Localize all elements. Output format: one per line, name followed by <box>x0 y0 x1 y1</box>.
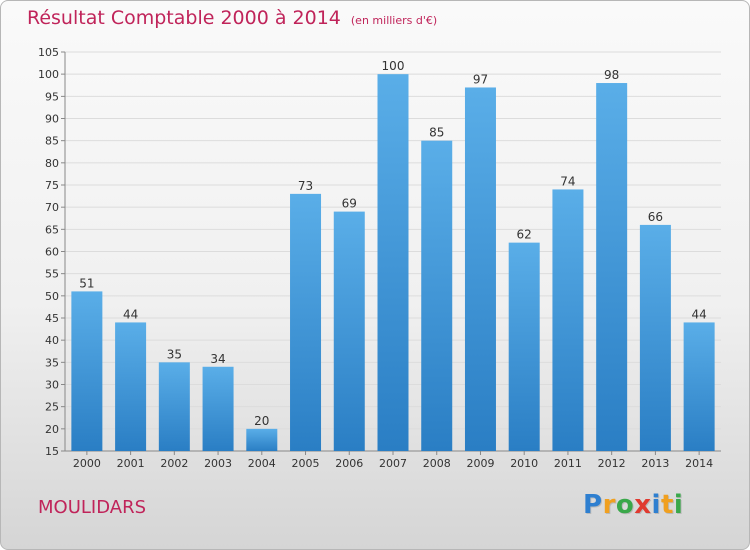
x-tick-label: 2001 <box>117 457 145 470</box>
bar <box>639 224 671 451</box>
data-label: 100 <box>382 59 405 73</box>
bar <box>202 366 234 451</box>
bar <box>464 87 496 451</box>
y-tick-label: 20 <box>45 423 59 436</box>
data-label: 85 <box>429 126 444 140</box>
y-tick-label: 90 <box>45 113 59 126</box>
y-tick-label: 50 <box>45 290 59 303</box>
bar <box>596 83 628 452</box>
y-tick-label: 60 <box>45 246 59 259</box>
y-tick-label: 95 <box>45 90 59 103</box>
commune-name: MOULIDARS <box>38 497 146 518</box>
x-tick-label: 2010 <box>510 457 538 470</box>
bar <box>290 193 322 451</box>
data-label: 20 <box>254 414 269 428</box>
x-tick-label: 2014 <box>685 457 713 470</box>
y-tick-label: 65 <box>45 223 59 236</box>
data-label: 97 <box>473 72 488 86</box>
x-tick-label: 2009 <box>466 457 494 470</box>
x-tick-label: 2002 <box>160 457 188 470</box>
y-tick-label: 35 <box>45 356 59 369</box>
data-label: 73 <box>298 179 313 193</box>
bar <box>115 322 147 451</box>
y-tick-label: 100 <box>38 68 59 81</box>
data-label: 34 <box>210 352 225 366</box>
bar <box>683 322 715 451</box>
bar <box>508 242 540 451</box>
x-tick-label: 2013 <box>641 457 669 470</box>
bar <box>158 362 190 451</box>
bar <box>421 140 453 451</box>
data-label: 69 <box>342 197 357 211</box>
data-label: 35 <box>167 347 182 361</box>
x-tick-label: 2003 <box>204 457 232 470</box>
chart-subtitle: (en milliers d'€) <box>350 14 438 27</box>
x-tick-label: 2008 <box>423 457 451 470</box>
data-label: 74 <box>560 174 575 188</box>
y-tick-label: 40 <box>45 334 59 347</box>
y-tick-label: 55 <box>45 268 59 281</box>
bar <box>71 291 103 451</box>
y-tick-label: 105 <box>38 46 59 59</box>
bar <box>333 211 365 451</box>
x-tick-label: 2000 <box>73 457 101 470</box>
bar <box>552 189 584 451</box>
data-label: 62 <box>517 228 532 242</box>
x-tick-label: 2005 <box>292 457 320 470</box>
data-label: 98 <box>604 68 619 82</box>
data-label: 66 <box>648 210 663 224</box>
title-row: Résultat Comptable 2000 à 2014 (en millie… <box>27 7 437 29</box>
x-tick-label: 2011 <box>554 457 582 470</box>
y-tick-label: 70 <box>45 201 59 214</box>
x-tick-label: 2012 <box>598 457 626 470</box>
y-tick-label: 30 <box>45 379 59 392</box>
y-tick-label: 75 <box>45 179 59 192</box>
chart-title: Résultat Comptable 2000 à 2014 <box>27 7 341 29</box>
y-tick-label: 15 <box>45 445 59 458</box>
x-tick-label: 2006 <box>335 457 363 470</box>
y-tick-label: 85 <box>45 135 59 148</box>
data-label: 44 <box>691 307 706 321</box>
x-tick-label: 2007 <box>379 457 407 470</box>
bar <box>377 74 409 452</box>
x-tick-label: 2004 <box>248 457 276 470</box>
data-label: 44 <box>123 307 138 321</box>
y-tick-label: 25 <box>45 401 59 414</box>
data-label: 51 <box>79 276 94 290</box>
proxiti-logo: Proxiti <box>583 490 684 520</box>
y-tick-label: 80 <box>45 157 59 170</box>
bar <box>246 428 278 451</box>
y-tick-label: 45 <box>45 312 59 325</box>
